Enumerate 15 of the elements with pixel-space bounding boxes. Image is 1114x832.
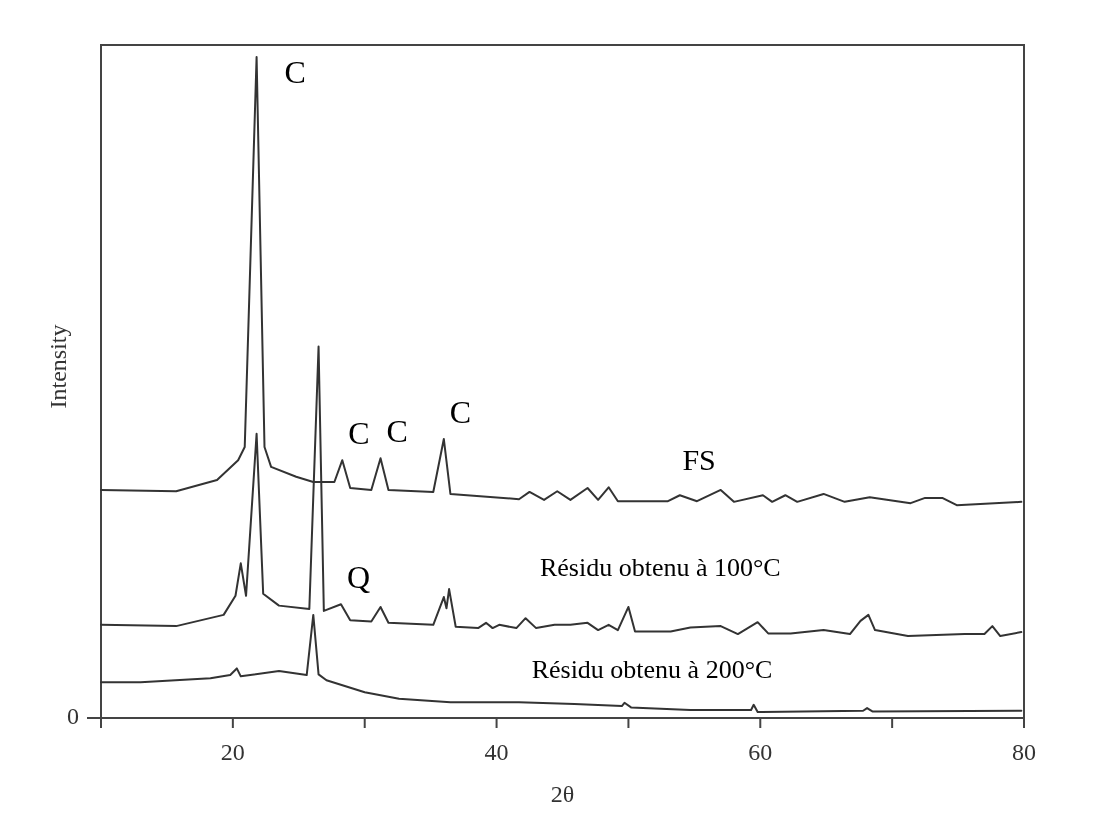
text: 0 — [67, 702, 79, 729]
x-tick-label: 80 — [1012, 739, 1036, 765]
x-tick-label: 40 — [484, 739, 509, 765]
y-axis-title: Intensity — [45, 324, 71, 409]
x-tick-label: 20 — [220, 739, 245, 765]
annotation: C — [348, 415, 370, 452]
series-label: FS — [682, 442, 716, 476]
series-label: Résidu obtenu à 200°C — [531, 654, 773, 684]
annotation: C — [386, 413, 408, 450]
annotation: C — [449, 394, 472, 431]
x-axis-title: 2θ — [550, 781, 575, 807]
annotation: Q — [346, 559, 371, 596]
x-tick-label: 60 — [748, 739, 773, 765]
series-label: Résidu obtenu à 100°C — [539, 552, 781, 582]
annotation: C — [284, 54, 306, 90]
